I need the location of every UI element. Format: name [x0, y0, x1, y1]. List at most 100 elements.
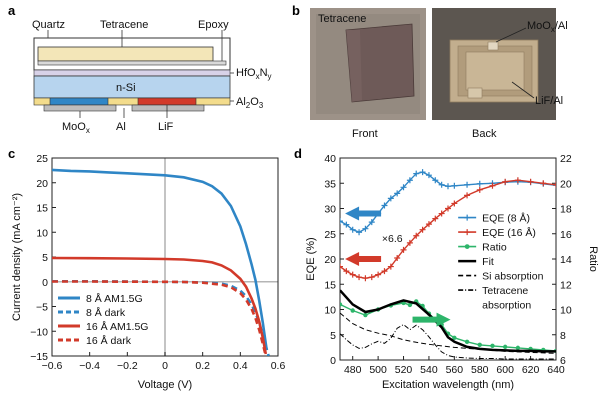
y-tick-label: 5 — [42, 252, 48, 264]
hfoxny-layer — [33, 69, 231, 77]
data-point — [349, 271, 356, 278]
data-point — [425, 172, 432, 179]
x-tick-label: 600 — [496, 364, 514, 376]
y-right-tick-label: 20 — [560, 178, 572, 190]
y-left-tick-label: 40 — [324, 153, 336, 165]
epoxy-label: Epoxy — [198, 19, 229, 31]
data-point — [350, 308, 355, 313]
data-point — [413, 232, 420, 239]
eqe-chart: 480 500 520 540 560 580 600 620 6400510152025303… — [305, 153, 599, 391]
front-caption: Front — [352, 128, 378, 140]
data-point — [340, 263, 343, 270]
x-tick-label: 500 — [369, 364, 387, 376]
data-point — [451, 200, 458, 207]
y-tick-label: 25 — [36, 153, 48, 165]
red-axis-arrow — [345, 252, 382, 266]
legend-label: Tetracene — [482, 285, 528, 297]
y-right-tick-label: 8 — [560, 330, 566, 342]
data-point — [502, 178, 509, 185]
legend-label: Ratio — [482, 242, 507, 254]
data-point — [368, 274, 375, 281]
y-right-tick-label: 6 — [560, 355, 566, 367]
data-point — [438, 210, 445, 217]
data-point — [477, 342, 482, 348]
data-point — [406, 177, 413, 184]
data-point — [464, 181, 471, 188]
data-point — [394, 190, 401, 197]
lif-contact — [137, 97, 197, 106]
data-point — [356, 274, 363, 281]
data-point — [343, 221, 350, 228]
data-point — [407, 302, 413, 308]
data-point — [445, 205, 451, 212]
x-axis-title: Voltage (V) — [138, 379, 192, 391]
y-right-tick-label: 10 — [560, 305, 572, 317]
data-point — [540, 180, 547, 187]
data-point — [375, 271, 382, 278]
legend-label: 8 Å dark — [86, 306, 126, 319]
x-tick-label: 0.4 — [233, 360, 248, 372]
panel-a-label: a — [8, 3, 16, 18]
x-tick-label: 480 — [344, 364, 362, 376]
y-right-tick-label: 16 — [560, 229, 572, 241]
data-point — [381, 202, 388, 209]
y-left-axis-title: EQE (%) — [305, 237, 317, 280]
nsi-label: n-Si — [116, 82, 136, 94]
y-left-tick-label: 10 — [324, 305, 336, 317]
data-point — [406, 239, 413, 246]
series-line-4 — [340, 312, 556, 354]
x-tick-label: 0 — [162, 360, 168, 372]
data-point — [340, 302, 343, 307]
data-point — [425, 221, 432, 228]
moox-contact — [49, 97, 109, 106]
jv-chart: −0.6 −0.4 −0.2 0 0.2 0.4 0.6 −15 −10 −5 0 5 10 15 20 25… — [11, 153, 285, 391]
y-axis-title: Current density (mA cm⁻²) — [11, 193, 23, 321]
y-right-tick-label: 14 — [560, 254, 572, 266]
panel-b-label: b — [292, 3, 300, 18]
al2o3-label: Al2O3 — [236, 96, 264, 110]
x-tick-label: 580 — [471, 364, 489, 376]
series-line-3 — [340, 289, 556, 353]
data-point — [349, 226, 356, 233]
y-right-tick-label: 12 — [560, 279, 572, 291]
back-caption: Back — [472, 128, 497, 140]
y-left-tick-label: 5 — [330, 330, 336, 342]
series-line-3 — [52, 280, 268, 356]
x-tick-label: 540 — [420, 364, 438, 376]
lif-al-label: LiF/Al — [535, 95, 563, 107]
y-tick-label: −10 — [30, 326, 48, 338]
tetracene-photo-label: Tetracene — [318, 13, 366, 25]
y-left-tick-label: 20 — [324, 254, 336, 266]
tetracene-layer — [37, 46, 214, 62]
moox-label: MoOx — [62, 121, 90, 135]
data-point — [413, 170, 420, 177]
data-point — [476, 186, 483, 193]
legend-marker — [464, 244, 470, 249]
lif-label: LiF — [158, 121, 174, 133]
data-point — [362, 225, 369, 232]
x-tick-label: −0.6 — [42, 360, 63, 372]
legend-marker — [464, 229, 471, 236]
legend-label-continuation: absorption — [482, 300, 531, 312]
data-point — [387, 195, 394, 202]
y-right-axis-title: Ratio — [587, 246, 599, 272]
data-point — [451, 182, 458, 189]
data-point — [432, 177, 439, 184]
legend-label: 16 Å dark — [86, 334, 132, 347]
x-tick-label: −0.2 — [117, 360, 138, 372]
data-point — [452, 335, 457, 340]
al-contact-right — [131, 104, 205, 112]
data-point — [394, 254, 401, 261]
data-point — [515, 345, 521, 351]
x-tick-label: 620 — [522, 364, 540, 376]
moox-al-label: MoOx/Al — [527, 20, 568, 34]
y-left-tick-label: 30 — [324, 204, 336, 216]
epoxy-layer — [37, 60, 227, 66]
hfoxny-label: HfOxNy — [236, 67, 272, 81]
y-tick-label: −15 — [30, 351, 48, 363]
x-tick-label: 560 — [446, 364, 464, 376]
y-tick-label: −5 — [36, 302, 48, 314]
data-point — [489, 182, 496, 189]
legend-label: 8 Å AM1.5G — [86, 292, 143, 305]
